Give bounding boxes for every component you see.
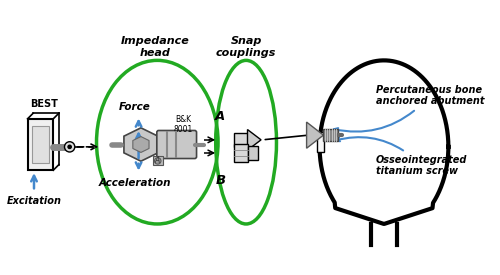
FancyBboxPatch shape (324, 129, 338, 141)
Text: A: A (216, 111, 226, 123)
Text: B&K
8001: B&K 8001 (174, 115, 193, 134)
Polygon shape (248, 130, 261, 150)
FancyBboxPatch shape (28, 119, 54, 170)
Polygon shape (306, 122, 324, 148)
Circle shape (64, 142, 75, 152)
FancyBboxPatch shape (248, 146, 258, 160)
Text: Acceleration: Acceleration (98, 178, 171, 188)
Circle shape (68, 145, 71, 149)
FancyBboxPatch shape (234, 133, 248, 147)
Text: A: A (154, 156, 160, 165)
FancyBboxPatch shape (234, 144, 248, 162)
FancyBboxPatch shape (157, 131, 196, 158)
Polygon shape (124, 128, 158, 161)
Text: BEST: BEST (30, 100, 58, 109)
Text: Snap
couplings: Snap couplings (216, 36, 276, 58)
FancyBboxPatch shape (317, 132, 324, 152)
Text: Percutaneous bone
anchored abutment: Percutaneous bone anchored abutment (334, 85, 484, 132)
Text: Force: Force (119, 102, 150, 112)
Text: B: B (216, 174, 226, 187)
Polygon shape (133, 137, 149, 152)
Circle shape (154, 158, 161, 164)
Text: Impedance
head: Impedance head (120, 36, 190, 58)
Text: Excitation: Excitation (6, 196, 62, 206)
FancyBboxPatch shape (152, 156, 163, 165)
FancyBboxPatch shape (32, 126, 48, 163)
Text: Osseointegrated
titanium screw: Osseointegrated titanium screw (336, 137, 467, 176)
